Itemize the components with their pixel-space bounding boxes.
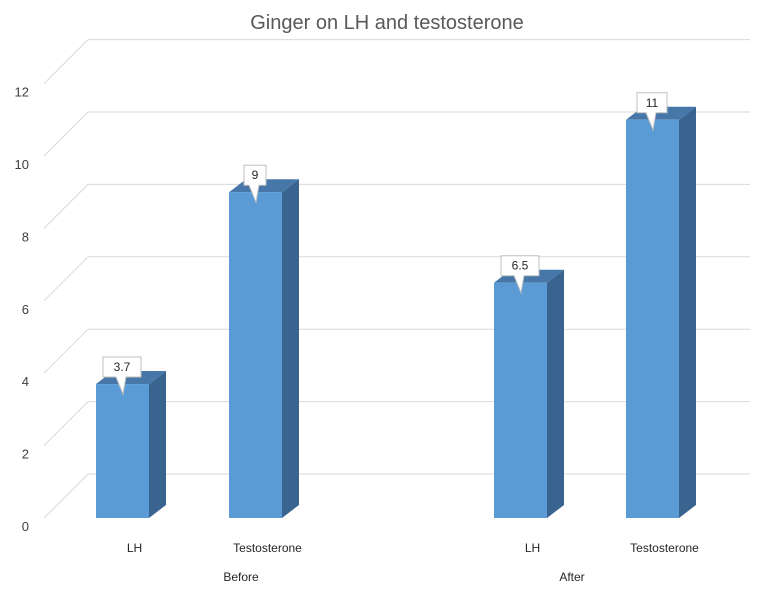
data-label: 9 bbox=[243, 164, 267, 204]
gridline-diagonal bbox=[43, 184, 89, 229]
bar bbox=[626, 106, 696, 519]
callout-box bbox=[243, 164, 267, 204]
gridline-diagonal bbox=[43, 111, 89, 157]
x-group-label: After bbox=[559, 570, 584, 584]
y-tick-label: 6 bbox=[22, 302, 29, 317]
y-tick-label: 8 bbox=[22, 229, 29, 244]
bar-front bbox=[494, 282, 547, 518]
x-axis-labels: LH Testosterone Before LH Testosterone After bbox=[127, 541, 699, 584]
y-tick-label: 2 bbox=[22, 447, 29, 462]
data-label-value: 9 bbox=[252, 168, 259, 182]
gridline-diagonal bbox=[43, 328, 89, 374]
gridline-diagonal bbox=[43, 473, 89, 519]
x-category-label: Testosterone bbox=[233, 541, 302, 555]
bar-side bbox=[547, 269, 564, 518]
bar bbox=[96, 371, 166, 518]
data-label-value: 6.5 bbox=[512, 259, 529, 273]
chart-title: Ginger on LH and testosterone bbox=[250, 12, 524, 34]
data-labels: 3.7 9 6.5 11 bbox=[102, 92, 668, 396]
callout-box bbox=[500, 255, 540, 295]
bar-side bbox=[282, 179, 299, 518]
y-tick-label: 0 bbox=[22, 519, 29, 534]
bar-front bbox=[96, 384, 149, 518]
bar-side bbox=[149, 371, 166, 518]
x-category-label: LH bbox=[127, 541, 142, 555]
y-tick-label: 4 bbox=[22, 374, 29, 389]
data-label: 11 bbox=[636, 92, 668, 132]
data-label-value: 3.7 bbox=[114, 360, 131, 374]
data-label: 6.5 bbox=[500, 255, 540, 295]
data-label: 3.7 bbox=[102, 356, 142, 396]
bar-side bbox=[679, 106, 696, 519]
y-tick-label: 10 bbox=[15, 157, 29, 172]
bar bbox=[494, 269, 564, 518]
callout-box bbox=[102, 356, 142, 396]
gridline-diagonal bbox=[43, 39, 89, 84]
callout-box bbox=[636, 92, 668, 132]
y-axis-ticks: 0 2 4 6 8 10 12 bbox=[15, 85, 29, 534]
data-label-value: 11 bbox=[646, 96, 659, 110]
bar bbox=[229, 179, 299, 518]
bar-front bbox=[626, 119, 679, 519]
x-category-label: LH bbox=[525, 541, 540, 555]
gridline-diagonal bbox=[43, 401, 89, 446]
x-group-label: Before bbox=[223, 570, 259, 584]
bar-front bbox=[229, 192, 282, 518]
y-tick-label: 12 bbox=[15, 85, 29, 100]
bars bbox=[96, 106, 696, 519]
x-category-label: Testosterone bbox=[630, 541, 699, 555]
gridline-diagonal bbox=[43, 256, 89, 302]
